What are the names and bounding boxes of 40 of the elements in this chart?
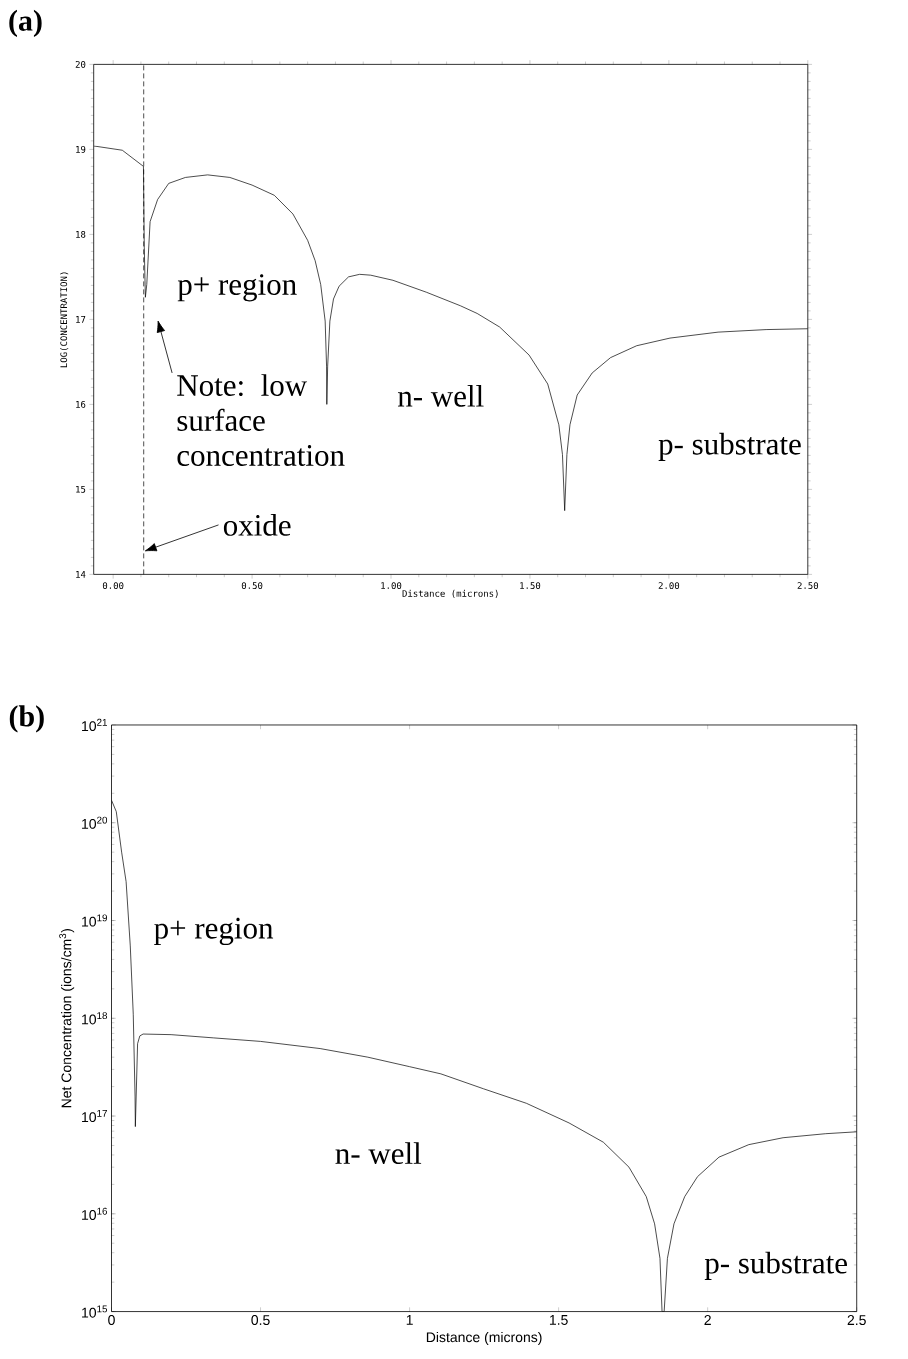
y-tick-label: 10$^{20}$: [82, 816, 108, 829]
y-tick-label: 19: [76, 145, 86, 153]
x-tick-label: 1.00: [381, 582, 402, 589]
annotation: n- well: [335, 1142, 422, 1165]
y-tick-label: 17: [76, 316, 86, 323]
x-tick-label: 2.00: [658, 582, 680, 589]
annotation: n- well: [397, 384, 484, 407]
x-tick-label: 2: [704, 1315, 711, 1325]
y-tick-label: 18: [76, 230, 86, 238]
x-tick-label: 1.5: [549, 1315, 568, 1325]
x-axis-title: Distance (microns): [426, 1331, 542, 1345]
y-tick-label: 10$^{21}$: [82, 718, 107, 732]
chart-title: (a): [9, 9, 42, 37]
x-tick-label: 0.00: [102, 582, 124, 589]
annotation: p+ region: [177, 274, 297, 302]
x-tick-label: 1.50: [520, 582, 541, 589]
annotation: p- substrate: [704, 1251, 847, 1280]
annotation: Note: low surface concentration: [177, 374, 345, 466]
y-axis-title: LOG(CONCENTRATION): [60, 272, 69, 368]
y-axis-title: Net Concentration (ions/cm$^{3}$): [59, 929, 75, 1108]
x-tick-label: 1: [406, 1315, 413, 1325]
x-tick-label: 0.50: [241, 582, 263, 589]
x-tick-label: 2.50: [797, 582, 819, 589]
y-tick-label: 20: [75, 60, 86, 68]
x-tick-label: 2.5: [847, 1315, 866, 1326]
y-tick-label: 15: [76, 486, 86, 493]
x-tick-label: 0.5: [251, 1315, 270, 1326]
y-tick-label: 16: [76, 400, 86, 408]
y-tick-label: 14: [76, 571, 86, 578]
y-tick-label: 10$^{16}$: [82, 1207, 108, 1220]
annotation: oxide: [223, 514, 291, 536]
y-tick-label: 10$^{15}$: [82, 1305, 108, 1318]
x-axis-title: Distance (microns): [402, 589, 498, 598]
annotation: p+ region: [154, 917, 274, 946]
y-tick-label: 10$^{17}$: [82, 1109, 107, 1123]
annotation: p- substrate: [658, 432, 801, 461]
y-tick-label: 10$^{19}$: [82, 914, 107, 927]
y-tick-label: 10$^{18}$: [82, 1012, 108, 1025]
chart-title: (b): [9, 705, 44, 733]
x-tick-label: 0: [108, 1315, 115, 1326]
